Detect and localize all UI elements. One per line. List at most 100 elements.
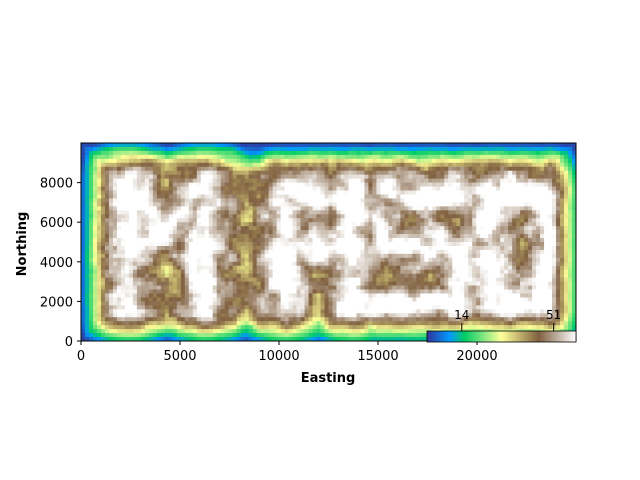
heatmap-cell	[496, 214, 501, 219]
heatmap-cell	[408, 198, 413, 203]
heatmap-cell	[292, 158, 298, 164]
heatmap-cell	[560, 154, 565, 160]
heatmap-cell	[388, 226, 393, 231]
heatmap-cell	[532, 214, 537, 219]
heatmap-cell	[368, 222, 374, 227]
heatmap-cell	[376, 297, 381, 302]
heatmap-cell	[88, 182, 94, 188]
heatmap-cell	[412, 269, 417, 275]
heatmap-cell	[396, 261, 401, 267]
heatmap-cell	[196, 242, 202, 247]
heatmap-cell	[340, 273, 346, 279]
heatmap-cell	[564, 198, 569, 203]
heatmap-cell	[404, 214, 409, 219]
heatmap-cell	[124, 170, 130, 176]
heatmap-cell	[204, 301, 210, 306]
heatmap-cell	[232, 143, 238, 148]
heatmap-cell	[376, 245, 381, 251]
heatmap-cell	[96, 222, 102, 227]
heatmap-cell	[348, 154, 354, 160]
heatmap-cell	[448, 245, 453, 251]
heatmap-cell	[256, 194, 262, 200]
heatmap-cell	[528, 269, 533, 275]
heatmap-cell	[528, 261, 533, 267]
heatmap-cell	[316, 277, 322, 283]
heatmap-cell	[172, 214, 178, 219]
heatmap-cell	[96, 234, 102, 239]
heatmap-cell	[428, 146, 433, 152]
heatmap-cell	[328, 150, 334, 156]
heatmap-cell	[380, 265, 385, 271]
heatmap-cell	[156, 281, 162, 287]
heatmap-cell	[368, 249, 374, 255]
heatmap-cell	[144, 194, 150, 200]
heatmap-cell	[384, 277, 389, 283]
heatmap-cell	[436, 297, 441, 302]
heatmap-cell	[364, 230, 370, 235]
heatmap-cell	[180, 174, 186, 180]
heatmap-cell	[556, 214, 561, 219]
heatmap-cell	[320, 154, 326, 160]
heatmap-cell	[360, 210, 366, 215]
heatmap-cell	[452, 226, 457, 231]
heatmap-cell	[440, 162, 445, 168]
heatmap-cell	[144, 218, 150, 223]
heatmap-cell	[192, 202, 198, 207]
heatmap-cell	[460, 273, 465, 279]
heatmap-cell	[352, 214, 358, 219]
heatmap-cell	[396, 202, 401, 207]
heatmap-cell	[232, 182, 238, 188]
heatmap-cell	[480, 297, 485, 302]
heatmap-cell	[468, 273, 473, 279]
heatmap-cell	[248, 230, 254, 235]
heatmap-cell	[168, 242, 174, 247]
heatmap-cell	[216, 146, 222, 152]
heatmap-cell	[476, 190, 481, 196]
heatmap-cell	[160, 265, 166, 271]
heatmap-cell	[368, 273, 374, 279]
heatmap-cell	[196, 234, 202, 239]
heatmap-cell	[128, 143, 134, 148]
heatmap-cell	[216, 202, 222, 207]
heatmap-cell	[124, 297, 130, 302]
heatmap-cell	[152, 301, 158, 306]
heatmap-cell	[312, 210, 318, 215]
heatmap-cell	[288, 242, 294, 247]
heatmap-cell	[388, 238, 393, 243]
heatmap-cell	[464, 166, 469, 172]
heatmap-cell	[84, 206, 90, 211]
heatmap-cell	[508, 210, 513, 215]
heatmap-cell	[260, 273, 266, 279]
heatmap-cell	[124, 249, 130, 255]
heatmap-cell	[356, 234, 362, 239]
heatmap-cell	[96, 186, 102, 192]
heatmap-cell	[544, 190, 549, 196]
heatmap-cell	[252, 162, 258, 168]
heatmap-cell	[416, 206, 421, 211]
heatmap-cell	[392, 289, 397, 295]
heatmap-cell	[336, 214, 342, 219]
heatmap-cell	[536, 198, 541, 203]
heatmap-cell	[104, 257, 110, 263]
heatmap-cell	[352, 253, 358, 259]
heatmap-cell	[536, 202, 541, 207]
heatmap-cell	[100, 234, 106, 239]
heatmap-cell	[164, 297, 170, 302]
heatmap-cell	[572, 150, 576, 156]
heatmap-cell	[508, 154, 513, 160]
heatmap-cell	[472, 170, 477, 176]
heatmap-cell	[516, 261, 521, 267]
heatmap-cell	[476, 170, 481, 176]
heatmap-cell	[540, 265, 545, 271]
heatmap-cell	[524, 198, 529, 203]
heatmap-cell	[180, 154, 186, 160]
heatmap-cell	[464, 190, 469, 196]
heatmap-cell	[448, 238, 453, 243]
heatmap-cell	[420, 222, 425, 227]
heatmap-cell	[416, 261, 421, 267]
heatmap-cell	[176, 249, 182, 255]
heatmap-cell	[152, 174, 158, 180]
heatmap-cell	[104, 202, 110, 207]
heatmap-cell	[556, 174, 561, 180]
heatmap-cell	[108, 218, 114, 223]
